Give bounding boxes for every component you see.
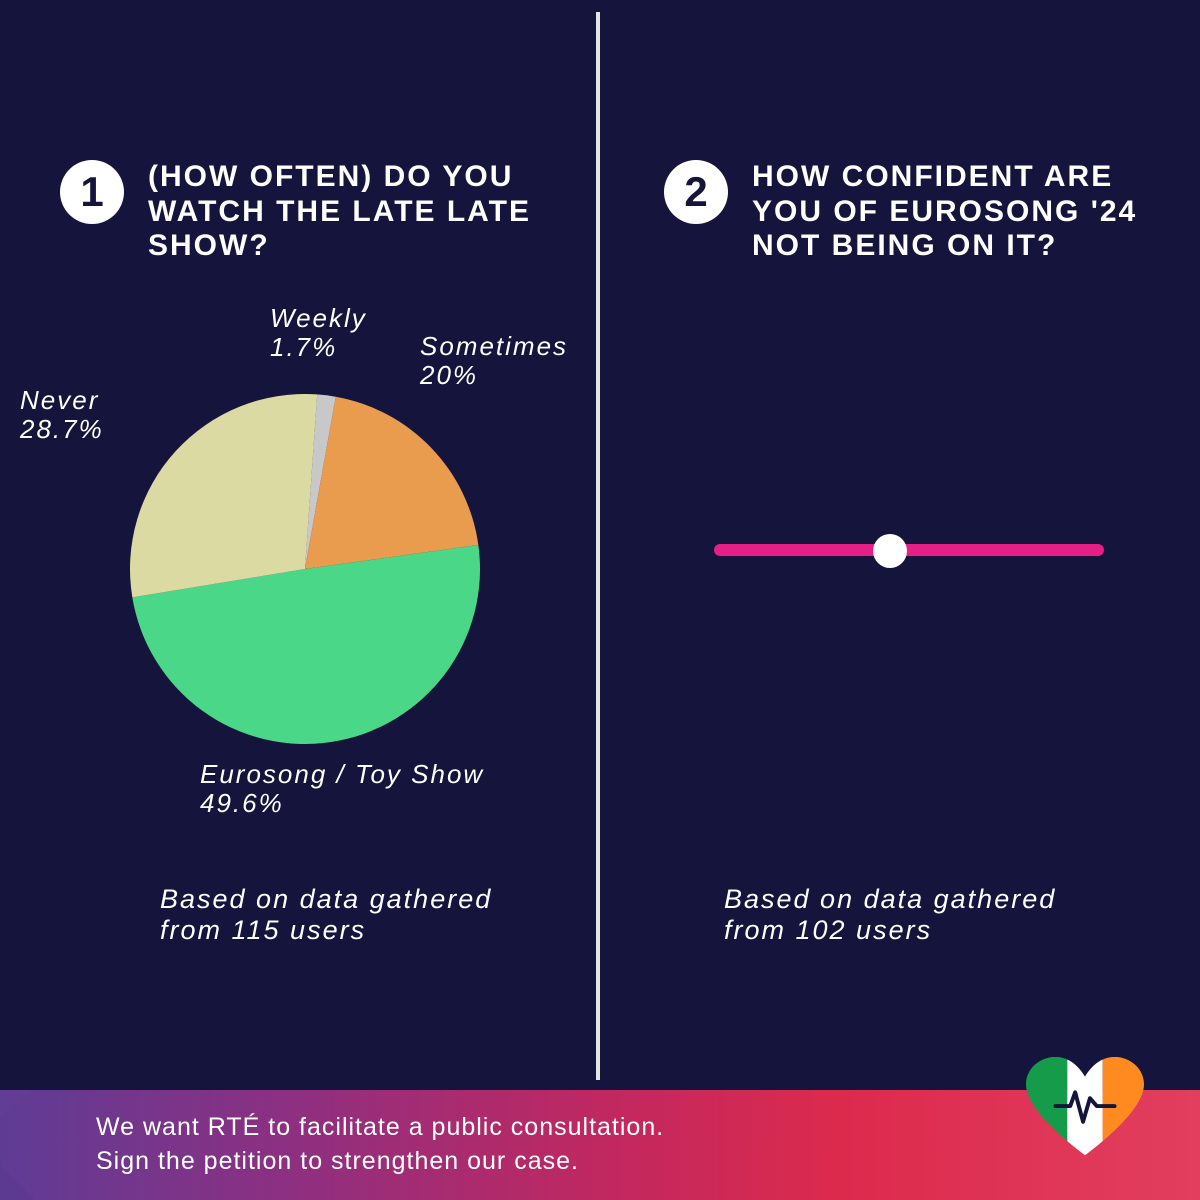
pie-label-never: Never28.7% [20, 386, 104, 446]
panel-1-footnote: Based on data gathered from 115 users [160, 884, 540, 946]
flag-green [1026, 1057, 1067, 1163]
pie-label-weekly: Weekly1.7% [270, 304, 367, 364]
pie-chart [130, 394, 480, 744]
panel-2-header: 2 HOW CONFIDENT ARE YOU OF EUROSONG '24 … [664, 160, 1160, 264]
pie-label-eurosong: Eurosong / Toy Show49.6% [200, 760, 484, 820]
panel-number-1: 1 [80, 168, 103, 216]
footer-text: We want RTÉ to facilitate a public consu… [96, 1111, 664, 1179]
main-container: 1 (HOW OFTEN) DO YOU WATCH THE LATE LATE… [0, 0, 1200, 1200]
pie-label-sometimes: Sometimes20% [420, 332, 568, 392]
confidence-slider-track[interactable] [714, 544, 1104, 556]
panel-2-question: HOW CONFIDENT ARE YOU OF EUROSONG '24 NO… [752, 160, 1160, 264]
panel-1-question: (HOW OFTEN) DO YOU WATCH THE LATE LATE S… [148, 160, 556, 264]
footer-banner: We want RTÉ to facilitate a public consu… [0, 1090, 1200, 1200]
panel-watch-frequency: 1 (HOW OFTEN) DO YOU WATCH THE LATE LATE… [0, 0, 596, 1200]
flag-orange [1103, 1057, 1144, 1163]
panel-number-2: 2 [684, 168, 707, 216]
footer-line-1: We want RTÉ to facilitate a public consu… [96, 1111, 664, 1145]
pie-slice-never [130, 394, 317, 597]
panel-1-header: 1 (HOW OFTEN) DO YOU WATCH THE LATE LATE… [60, 160, 556, 264]
panel-number-2-badge: 2 [664, 160, 728, 224]
confidence-slider-thumb[interactable] [873, 534, 907, 568]
pie-chart-area: Weekly1.7% Sometimes20% Never28.7% Euros… [70, 314, 550, 814]
panel-confidence: 2 HOW CONFIDENT ARE YOU OF EUROSONG '24 … [600, 0, 1200, 1200]
panel-number-1-badge: 1 [60, 160, 124, 224]
heart-logo-icon [1026, 1056, 1144, 1164]
panel-2-footnote: Based on data gathered from 102 users [724, 884, 1104, 946]
confidence-slider-area [664, 374, 1160, 874]
footer-line-2: Sign the petition to strengthen our case… [96, 1145, 664, 1179]
